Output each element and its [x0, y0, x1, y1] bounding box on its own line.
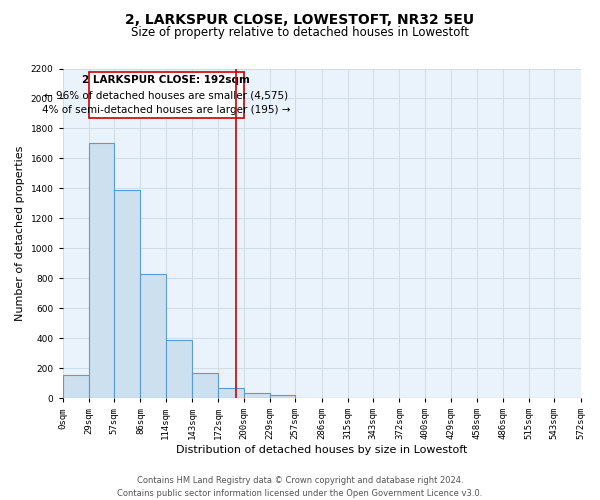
- Bar: [218, 388, 244, 398]
- Bar: [244, 393, 270, 398]
- Bar: [62, 375, 89, 398]
- Bar: [140, 274, 166, 398]
- Text: 2, LARKSPUR CLOSE, LOWESTOFT, NR32 5EU: 2, LARKSPUR CLOSE, LOWESTOFT, NR32 5EU: [125, 12, 475, 26]
- Text: ← 96% of detached houses are smaller (4,575): ← 96% of detached houses are smaller (4,…: [44, 90, 289, 100]
- Text: 4% of semi-detached houses are larger (195) →: 4% of semi-detached houses are larger (1…: [42, 105, 290, 115]
- Text: Contains HM Land Registry data © Crown copyright and database right 2024.
Contai: Contains HM Land Registry data © Crown c…: [118, 476, 482, 498]
- Bar: [192, 372, 218, 398]
- Text: 2 LARKSPUR CLOSE: 192sqm: 2 LARKSPUR CLOSE: 192sqm: [82, 75, 250, 85]
- FancyBboxPatch shape: [89, 72, 244, 118]
- Bar: [166, 340, 192, 398]
- X-axis label: Distribution of detached houses by size in Lowestoft: Distribution of detached houses by size …: [176, 445, 467, 455]
- Bar: [89, 144, 114, 398]
- Bar: [114, 190, 140, 398]
- Bar: [270, 395, 295, 398]
- Text: Size of property relative to detached houses in Lowestoft: Size of property relative to detached ho…: [131, 26, 469, 39]
- Y-axis label: Number of detached properties: Number of detached properties: [15, 146, 25, 321]
